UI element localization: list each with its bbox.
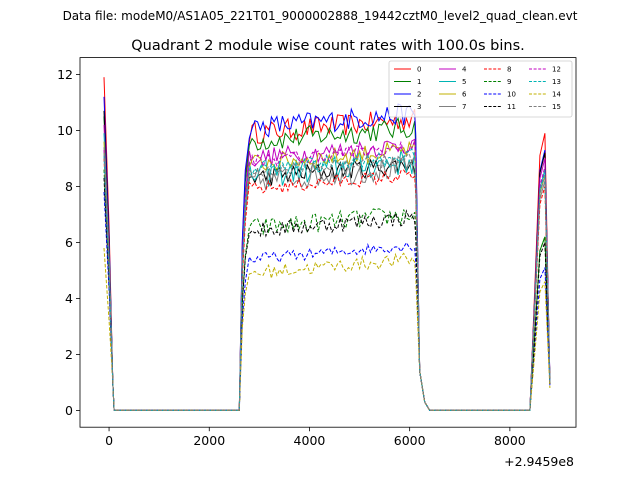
y-tick-label: 0	[65, 403, 73, 418]
legend-box	[388, 60, 573, 118]
x-tick-label: 6000	[394, 433, 426, 448]
legend-label-8: 8	[507, 66, 511, 74]
legend-label-13: 13	[552, 78, 561, 86]
legend-label-2: 2	[417, 91, 421, 99]
y-tick-label: 6	[65, 235, 73, 250]
legend-label-3: 3	[417, 103, 421, 111]
series-line-15	[103, 152, 551, 411]
y-tick-label: 4	[65, 291, 73, 306]
y-tick-label: 2	[65, 347, 73, 362]
legend-label-0: 0	[417, 66, 421, 74]
y-tick-label: 12	[57, 67, 73, 82]
legend-label-14: 14	[552, 91, 561, 99]
x-tick-label: 8000	[494, 433, 526, 448]
suptitle: Data file: modeM0/AS1A05_221T01_90000028…	[63, 9, 578, 23]
legend-label-15: 15	[552, 103, 561, 111]
y-axis: 0 2 4 6 8 10 12	[57, 67, 80, 418]
legend-label-11: 11	[507, 103, 516, 111]
y-tick-label: 8	[65, 179, 73, 194]
x-tick-label: 4000	[294, 433, 326, 448]
series-layer	[103, 77, 551, 411]
legend-label-6: 6	[462, 91, 467, 99]
x-offset-label: +2.9459e8	[504, 454, 574, 469]
chart-title: Quadrant 2 module wise count rates with …	[131, 38, 525, 54]
legend-label-4: 4	[462, 66, 467, 74]
legend-label-10: 10	[507, 91, 516, 99]
x-tick-label: 0	[105, 433, 113, 448]
y-tick-label: 10	[57, 123, 73, 138]
legend-label-7: 7	[462, 103, 466, 111]
x-axis: 0 2000 4000 6000 8000	[105, 427, 526, 448]
legend-label-1: 1	[417, 78, 421, 86]
x-tick-label: 2000	[193, 433, 225, 448]
legend-label-5: 5	[462, 78, 466, 86]
legend-label-9: 9	[507, 78, 511, 86]
legend-label-12: 12	[552, 66, 561, 74]
